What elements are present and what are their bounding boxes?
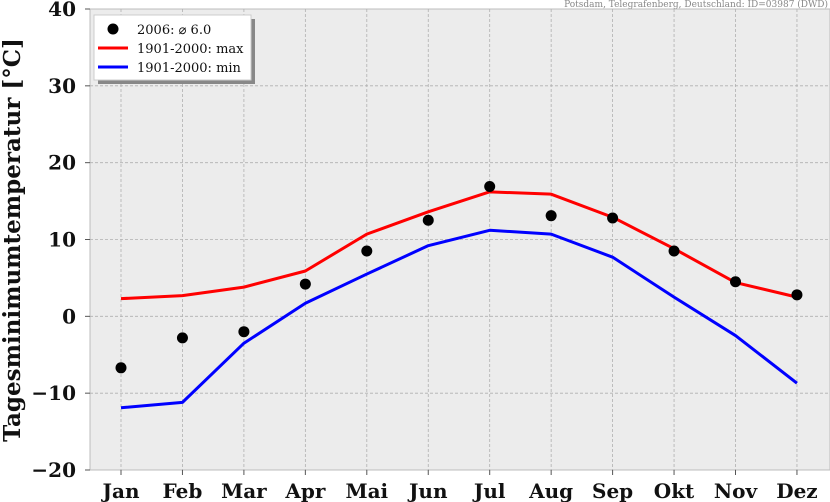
x-tick-label: Okt <box>654 479 695 502</box>
x-tick-label: Jun <box>407 479 448 502</box>
y-tick-label: −10 <box>31 381 76 405</box>
y-tick-label: 0 <box>62 304 76 328</box>
x-tick-label: Sep <box>592 479 633 502</box>
x-tick-label: Jul <box>472 479 506 502</box>
x-tick-label: Apr <box>284 479 326 502</box>
y-tick-label: −20 <box>31 458 76 482</box>
data-point <box>115 362 127 374</box>
y-axis-label: Tagesminimumtemperatur [°C] <box>0 38 26 442</box>
legend-label: 1901-2000: min <box>137 61 242 76</box>
legend-label: 1901-2000: max <box>137 42 244 57</box>
data-point <box>238 326 250 338</box>
data-point <box>545 210 557 222</box>
data-point <box>484 180 496 192</box>
legend: 2006: ⌀ 6.0 1901-2000: max 1901-2000: min <box>93 14 255 84</box>
data-point <box>607 212 619 224</box>
legend-marker <box>107 23 119 35</box>
data-point <box>791 289 803 301</box>
x-tick-label: Mai <box>345 479 388 502</box>
data-point <box>422 214 434 226</box>
x-tick-label: Feb <box>163 479 203 502</box>
series-line-2 <box>120 228 798 410</box>
series-line-1 <box>120 190 798 301</box>
series-layer <box>115 180 803 410</box>
source-note: Potsdam, Telegrafenberg, Deutschland: ID… <box>564 0 828 10</box>
x-tick-label: Aug <box>528 479 573 502</box>
data-point <box>730 276 741 288</box>
data-point <box>176 332 188 344</box>
legend-label: 2006: ⌀ 6.0 <box>137 23 211 38</box>
y-tick-label: 30 <box>48 74 76 98</box>
y-tick-label: 10 <box>48 228 76 252</box>
data-point <box>299 278 311 290</box>
x-tick-label: Nov <box>714 479 759 502</box>
y-tick-label: 20 <box>48 151 76 175</box>
data-point <box>361 245 373 257</box>
x-tick-label: Dez <box>776 479 817 502</box>
tick-labels: −20 −10 0 10 20 30 40 Jan Feb Mar Apr Mai Jun Jul Aug S… <box>31 0 817 502</box>
x-tick-label: Mar <box>221 479 267 502</box>
x-tick-label: Jan <box>101 479 140 502</box>
data-point <box>668 245 680 257</box>
legend-items: 2006: ⌀ 6.0 1901-2000: max 1901-2000: min <box>98 23 244 76</box>
y-tick-label: 40 <box>48 0 76 21</box>
